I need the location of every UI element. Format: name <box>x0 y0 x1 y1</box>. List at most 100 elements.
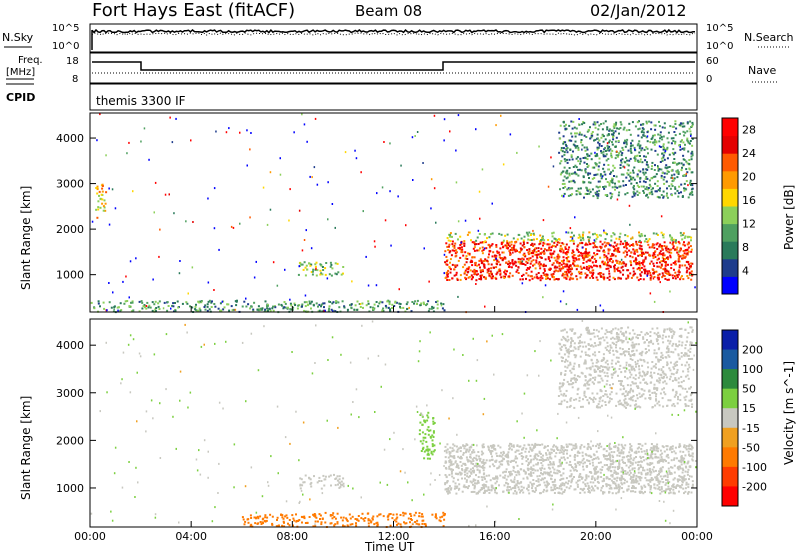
power-cell <box>607 252 610 255</box>
power-cell <box>495 124 497 127</box>
velocity-cell <box>619 451 622 454</box>
velocity-cell <box>403 512 406 515</box>
power-cell <box>448 279 451 281</box>
velocity-cell <box>323 484 326 487</box>
power-cell <box>463 272 466 275</box>
velocity-cell <box>370 520 373 523</box>
power-cell <box>474 273 477 275</box>
velocity-cell <box>459 450 462 453</box>
power-cell <box>606 276 609 279</box>
velocity-cell <box>469 453 472 456</box>
power-cell <box>440 304 443 307</box>
velocity-cell <box>448 450 451 453</box>
velocity-cell <box>514 490 517 492</box>
power-cell <box>537 250 540 252</box>
velocity-cell <box>256 522 259 525</box>
power-cell <box>545 278 548 280</box>
power-cell <box>356 308 359 311</box>
velocity-cell <box>310 481 313 484</box>
velocity-cell <box>430 450 433 453</box>
velocity-cell <box>328 475 331 478</box>
power-cell <box>292 306 295 309</box>
power-cell <box>689 133 692 136</box>
velocity-cell <box>597 461 600 464</box>
velocity-cell <box>426 448 429 451</box>
power-cell <box>686 171 689 174</box>
power-cell <box>606 242 609 245</box>
power-cell <box>158 308 161 310</box>
power-cell <box>414 135 416 137</box>
velocity-cell <box>635 385 638 388</box>
power-cell <box>558 265 561 268</box>
power-cell <box>623 126 626 129</box>
velocity-cell <box>537 480 540 483</box>
velocity-cell <box>574 444 577 447</box>
velocity-cell <box>506 486 509 489</box>
power-cell <box>157 305 160 308</box>
power-cell <box>664 268 667 271</box>
power-cell <box>592 269 595 272</box>
velocity-cell <box>293 519 296 522</box>
power-cell <box>279 173 282 176</box>
velocity-cell <box>421 513 424 516</box>
velocity-cell <box>654 453 657 456</box>
velocity-cell <box>597 381 600 384</box>
velocity-cell <box>510 448 513 451</box>
power-cell <box>536 256 539 259</box>
velocity-cell <box>465 451 467 454</box>
velocity-cell <box>611 492 614 495</box>
power-cell <box>617 249 620 252</box>
velocity-cell <box>473 456 476 459</box>
power-cell <box>542 250 545 253</box>
power-cell <box>503 277 506 279</box>
velocity-cell <box>655 475 658 478</box>
velocity-cell <box>463 447 466 450</box>
velocity-cell <box>320 521 323 524</box>
velocity-cell <box>634 461 637 464</box>
velocity-cell <box>570 397 573 400</box>
velocity-cell <box>640 476 643 479</box>
velocity-cell <box>583 491 586 494</box>
power-cell <box>613 123 616 126</box>
power-cell <box>140 300 143 303</box>
velocity-cell <box>524 472 527 475</box>
power-cell <box>131 301 134 304</box>
power-cell <box>588 236 591 239</box>
power-cell <box>576 308 579 311</box>
power-cell <box>128 296 130 299</box>
velocity-cell <box>563 353 566 356</box>
velocity-cell <box>259 521 262 523</box>
velocity-cell <box>656 484 659 487</box>
velocity-cell <box>684 375 687 378</box>
power-cell <box>154 181 157 184</box>
power-cell <box>447 245 450 248</box>
power-cell <box>612 134 615 137</box>
power-cell <box>555 278 558 280</box>
velocity-cell <box>494 448 497 450</box>
power-cell <box>591 255 594 258</box>
velocity-cell <box>681 483 684 486</box>
velocity-cell <box>320 480 323 482</box>
velocity-cell <box>601 466 604 469</box>
power-cell <box>672 161 674 164</box>
power-cell <box>670 238 673 241</box>
power-cell <box>420 302 423 305</box>
velocity-cell <box>581 451 584 454</box>
power-cell <box>532 232 535 235</box>
power-cell <box>678 266 681 269</box>
power-cell <box>239 131 241 134</box>
power-cell <box>691 125 694 128</box>
power-cell <box>676 274 679 277</box>
power-cell <box>583 256 586 259</box>
power-cell <box>355 157 358 160</box>
power-cell <box>315 267 317 270</box>
velocity-cell <box>462 462 465 465</box>
power-cell <box>619 243 622 246</box>
velocity-cell <box>534 469 537 472</box>
velocity-cell <box>691 485 694 488</box>
power-cell <box>443 309 446 312</box>
velocity-cell <box>592 487 595 490</box>
velocity-cell <box>434 516 437 518</box>
velocity-cell <box>444 488 447 491</box>
power-cell <box>653 300 656 303</box>
